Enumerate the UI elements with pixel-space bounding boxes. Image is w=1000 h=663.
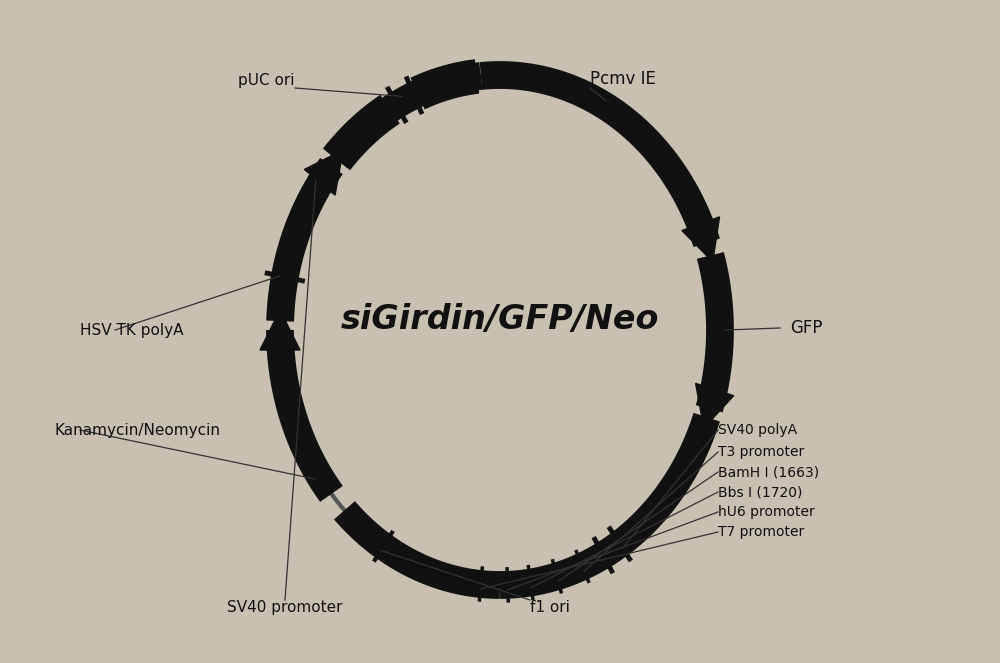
Text: BamH I (1663): BamH I (1663) [718,465,819,479]
Text: Kanamycin/Neomycin: Kanamycin/Neomycin [55,422,221,438]
Text: Bbs I (1720): Bbs I (1720) [718,485,802,499]
Text: HSV TK polyA: HSV TK polyA [80,322,184,337]
Text: T7 promoter: T7 promoter [718,525,804,539]
Text: SV40 promoter: SV40 promoter [227,600,343,615]
Polygon shape [304,150,343,195]
Text: siGirdin/GFP/Neo: siGirdin/GFP/Neo [341,304,659,337]
Text: hU6 promoter: hU6 promoter [718,505,815,519]
Polygon shape [696,383,734,428]
Polygon shape [682,217,720,262]
Text: SV40 polyA: SV40 polyA [718,423,797,437]
Text: T3 promoter: T3 promoter [718,445,804,459]
Text: GFP: GFP [790,319,822,337]
Text: Pcmv IE: Pcmv IE [590,70,656,88]
Text: pUC ori: pUC ori [239,73,295,88]
Text: f1 ori: f1 ori [530,600,570,615]
Polygon shape [260,310,300,350]
